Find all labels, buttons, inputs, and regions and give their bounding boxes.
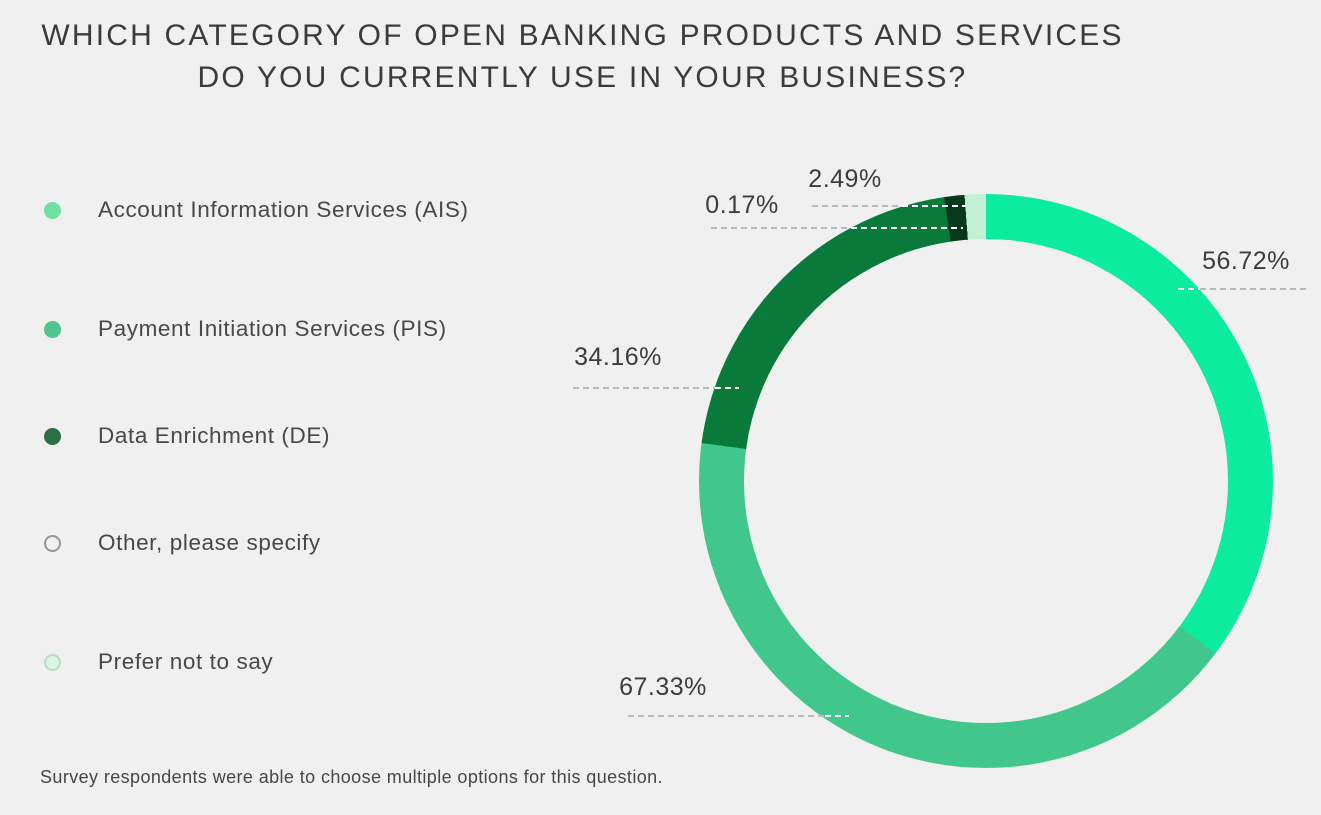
- footnote: Survey respondents were able to choose m…: [40, 767, 663, 787]
- leader-line-ais-overlay: [1178, 288, 1200, 290]
- chart-title-line-1: WHICH CATEGORY OF OPEN BANKING PRODUCTS …: [41, 19, 1124, 52]
- legend-dot-icon: [44, 534, 61, 552]
- donut-hole: [744, 239, 1228, 723]
- value-label-ais: 56.72%: [1202, 247, 1290, 275]
- leader-line-ais: [1200, 288, 1310, 290]
- legend-item-label: Prefer not to say: [98, 649, 274, 674]
- value-label-de: 34.16%: [574, 343, 662, 371]
- legend-dot-icon: [44, 320, 61, 338]
- leader-line-de-overlay: [715, 387, 739, 389]
- legend-item-label: Other, please specify: [98, 530, 321, 555]
- leader-line-de: [573, 387, 715, 389]
- leader-line-other: [711, 227, 851, 229]
- leader-line-prefer: [812, 205, 902, 207]
- legend-item-label: Data Enrichment (DE): [98, 423, 331, 448]
- legend-item-label: Payment Initiation Services (PIS): [98, 316, 447, 341]
- leader-line-pis: [628, 715, 825, 717]
- legend-item-ais: Account Information Services (AIS): [44, 196, 469, 224]
- legend-item-other: Other, please specify: [44, 529, 321, 557]
- value-label-other: 0.17%: [705, 191, 779, 219]
- legend-item-label: Account Information Services (AIS): [98, 197, 469, 222]
- legend-dot-icon: [44, 427, 61, 445]
- legend-dot-icon: [44, 201, 61, 219]
- chart-title-line-2: DO YOU CURRENTLY USE IN YOUR BUSINESS?: [197, 61, 968, 94]
- value-label-prefer: 2.49%: [808, 165, 882, 193]
- value-label-pis: 67.33%: [619, 673, 707, 701]
- legend-dot-icon: [44, 653, 61, 671]
- legend-item-pis: Payment Initiation Services (PIS): [44, 315, 447, 343]
- leader-line-prefer-overlay: [902, 205, 966, 207]
- leader-line-pis-overlay: [825, 715, 849, 717]
- leader-line-other-overlay: [851, 227, 963, 229]
- legend-item-prefer: Prefer not to say: [44, 648, 273, 676]
- legend-item-de: Data Enrichment (DE): [44, 422, 330, 450]
- chart-title: WHICH CATEGORY OF OPEN BANKING PRODUCTS …: [0, 15, 1165, 99]
